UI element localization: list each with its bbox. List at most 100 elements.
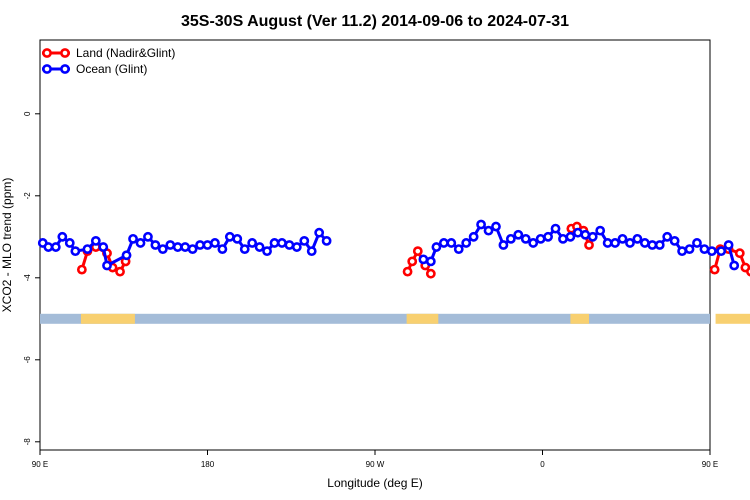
series-0-point-0-0 (76, 264, 87, 275)
series-1-point-0-5 (70, 246, 81, 257)
series-1-point-0-1 (43, 242, 54, 252)
series-1-point-0-14 (150, 240, 161, 250)
series-1-point-1-28 (625, 238, 635, 248)
series-1-point-1-14 (520, 233, 531, 244)
series-1-point-0-16 (165, 240, 176, 250)
series-1-point-1-25 (602, 238, 613, 248)
x-tick-label-3: 0 (540, 460, 545, 469)
series-1-point-1-8 (476, 219, 486, 230)
series-1-point-0-28 (254, 242, 265, 252)
series-1-point-1-9 (483, 225, 494, 236)
x-tick-label-4: 90 E (702, 460, 718, 469)
y-tick-label-2: -4 (23, 274, 32, 282)
series-0-point-3-5 (746, 266, 750, 277)
series-1-point-1-22 (580, 229, 591, 240)
series-1-point-0-29 (262, 246, 272, 257)
series-0-point-1-0 (402, 266, 413, 277)
y-tick-label-0: 0 (23, 111, 32, 116)
series-1-point-0-31 (277, 238, 287, 248)
x-tick-label-1: 180 (201, 460, 215, 469)
series-1-point-0-18 (180, 242, 191, 252)
series-1-point-0-21 (202, 240, 213, 250)
series-1-point-0-34 (299, 235, 310, 246)
series-1-point-1-36 (684, 244, 695, 254)
series-1-point-0-20 (195, 240, 205, 250)
legend: Land (Nadir&Glint) Ocean (Glint) (42, 46, 175, 76)
series-1-point-1-3 (438, 238, 449, 248)
series-1-point-1-12 (505, 233, 516, 244)
series-1-point-0-6 (82, 244, 93, 254)
series-1-point-0-32 (284, 240, 295, 250)
series-1-point-0-36 (314, 227, 325, 238)
series-1-point-1-18 (550, 223, 561, 234)
series-layer (37, 219, 750, 279)
series-0-point-3-0 (709, 264, 720, 275)
series-1-point-1-30 (639, 238, 650, 248)
y-tick-label-4: -8 (23, 438, 32, 446)
series-1-point-1-23 (587, 231, 598, 242)
y-tick-label-1: -2 (23, 192, 32, 200)
series-0-point-1-4 (425, 268, 436, 279)
series-1 (37, 219, 740, 271)
series-1-point-0-19 (187, 244, 198, 254)
series-1-point-0-35 (306, 246, 317, 257)
series-1-point-1-21 (572, 227, 583, 238)
chart-title: 35S-30S August (Ver 11.2) 2014-09-06 to … (181, 13, 569, 30)
series-1-point-1-32 (654, 240, 665, 250)
series-1-point-0-10 (121, 250, 132, 261)
series-1-point-0-3 (57, 231, 68, 242)
series-1-point-1-27 (617, 233, 628, 244)
ocean-band (40, 313, 710, 324)
y-tick-label-3: -6 (23, 356, 32, 364)
series-1-point-1-16 (535, 233, 546, 244)
legend-label-1: Ocean (Glint) (76, 62, 147, 76)
series-1-point-1-10 (491, 221, 501, 232)
series-0-point-2-3 (584, 240, 594, 250)
land-band-2 (570, 313, 590, 324)
series-1-point-1-29 (632, 233, 643, 244)
series-1-point-1-5 (453, 244, 464, 254)
series-1-point-1-2 (431, 242, 442, 252)
series-0-point-3-3 (734, 248, 745, 259)
series-1-point-1-40 (716, 246, 727, 257)
series-1-point-1-41 (723, 240, 734, 250)
series-1-point-1-7 (468, 231, 479, 242)
series-1-point-1-20 (565, 231, 576, 242)
legend-marker-end-1 (60, 64, 70, 74)
x-tick-label-0: 90 E (32, 460, 48, 469)
series-1-point-1-6 (461, 238, 472, 248)
series-1-point-1-42 (729, 260, 740, 271)
series-1-point-0-17 (172, 242, 183, 252)
series-1-point-0-27 (247, 238, 258, 248)
series-1-point-1-0 (418, 254, 429, 265)
landmask-band (40, 313, 750, 324)
series-1-point-0-12 (135, 238, 146, 248)
x-tick-label-2: 90 W (366, 460, 385, 469)
series-0-point-0-5 (115, 266, 125, 277)
series-1-point-1-39 (706, 246, 717, 257)
series-1-point-1-33 (662, 231, 673, 242)
series-1-point-1-13 (513, 229, 524, 240)
series-1-point-0-7 (90, 235, 101, 246)
land-band-0 (80, 313, 135, 324)
series-1-point-0-23 (217, 244, 228, 254)
legend-label-0: Land (Nadir&Glint) (76, 46, 175, 60)
series-1-point-1-35 (677, 246, 687, 257)
land-band-3 (715, 313, 750, 324)
legend-marker-end-0 (60, 48, 70, 58)
series-1-point-1-17 (543, 231, 553, 242)
series-1-point-0-11 (128, 233, 138, 244)
series-1-point-1-37 (692, 238, 702, 248)
series-1-point-0-9 (102, 260, 112, 271)
series-1-point-0-8 (98, 242, 109, 252)
x-axis-ticks: 90 E 180 90 W 0 90 E (32, 450, 718, 469)
series-1-point-0-2 (50, 242, 61, 252)
series-1-point-1-24 (595, 225, 606, 236)
series-0-point-1-1 (407, 256, 418, 267)
series-1-point-0-4 (64, 238, 75, 248)
series-1-point-0-15 (157, 244, 168, 254)
series-1-point-1-4 (446, 238, 457, 248)
series-1-point-0-30 (269, 238, 280, 248)
legend-marker-1 (42, 64, 52, 74)
